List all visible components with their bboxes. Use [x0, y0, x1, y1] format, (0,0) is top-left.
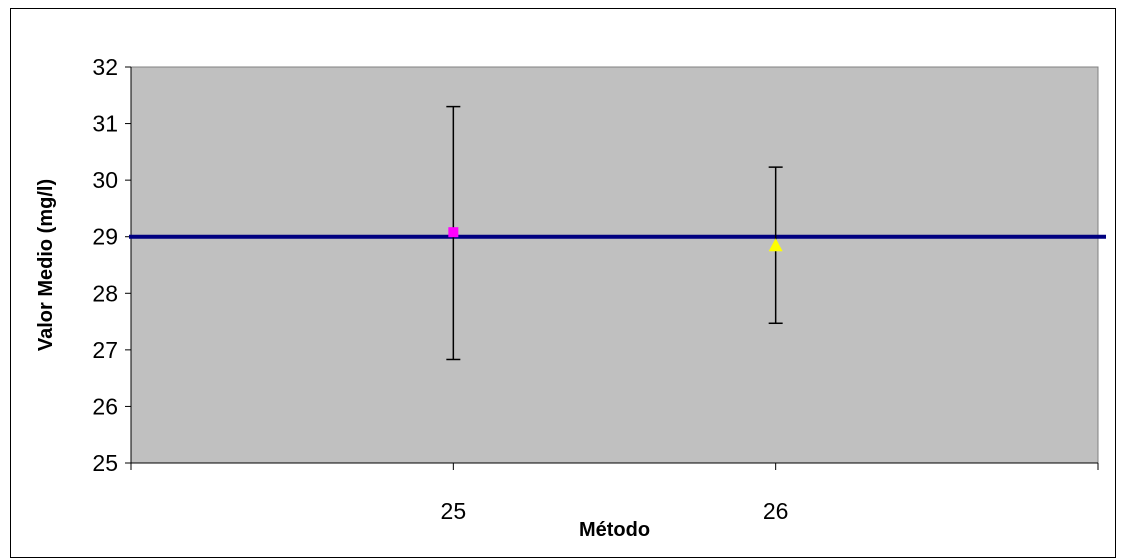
y-axis-title: Valor Medio (mg/l)	[35, 179, 57, 351]
y-tick-label: 25	[92, 450, 118, 476]
data-point-triangle	[768, 238, 783, 252]
y-tick-label: 30	[92, 167, 118, 193]
chart-svg: 25 26 27 28 29 30 31 32 25 26 Método Valor Medio…	[35, 54, 1106, 541]
y-tick-label: 31	[92, 111, 118, 137]
x-tick-label: 26	[763, 498, 789, 524]
x-tick-label: 25	[441, 498, 467, 524]
x-axis-title: Método	[579, 519, 650, 541]
y-tick-label: 32	[92, 54, 118, 80]
y-tick-label: 26	[92, 393, 118, 419]
data-point-square	[448, 227, 459, 238]
y-tick-label: 29	[92, 224, 118, 250]
y-tick-label: 27	[92, 337, 118, 363]
data-point-layer	[448, 227, 783, 252]
y-axis: 25 26 27 28 29 30 31 32	[92, 54, 132, 476]
x-axis: 25 26	[130, 462, 1099, 524]
y-tick-label: 28	[92, 280, 118, 306]
plot-area	[130, 66, 1099, 464]
